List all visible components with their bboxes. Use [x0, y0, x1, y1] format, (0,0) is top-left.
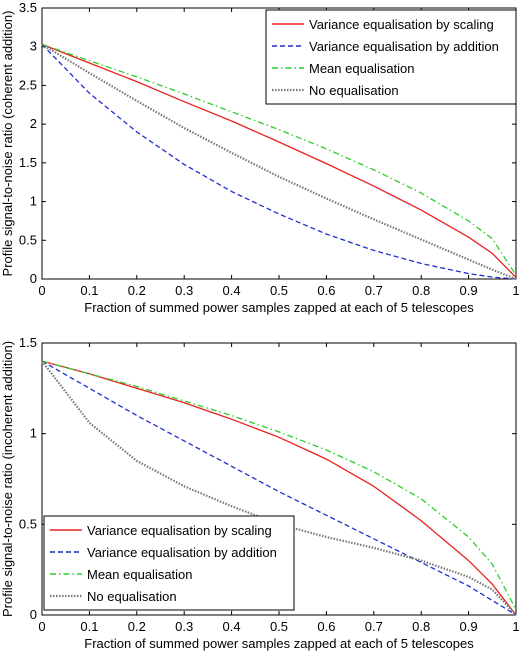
x-tick-label: 0.9: [460, 619, 478, 634]
legend: Variance equalisation by scaling Variance…: [43, 515, 295, 611]
y-tick-label: 0: [30, 607, 37, 622]
x-tick-label: 0.5: [270, 283, 288, 298]
x-tick-label: 0.5: [270, 619, 288, 634]
legend-label: Mean equalisation: [309, 61, 415, 76]
x-tick-label: 0.2: [128, 283, 146, 298]
y-tick-label: 1.5: [19, 335, 37, 350]
x-tick-label: 0.3: [175, 619, 193, 634]
series-line-1: [41, 360, 517, 616]
x-tick-label: 0.6: [317, 619, 335, 634]
x-tick-label: 0.4: [223, 283, 241, 298]
x-tick-label: 0.7: [365, 619, 383, 634]
x-tick-label: 0.1: [80, 283, 98, 298]
y-tick-label: 1: [30, 426, 37, 441]
series-line-1: [41, 43, 517, 278]
legend-label: Mean equalisation: [87, 567, 193, 582]
y-tick-label: 2.5: [19, 77, 37, 92]
x-tick-label: 0.8: [412, 619, 430, 634]
x-axis-label: Fraction of summed power samples zapped …: [84, 636, 474, 651]
x-tick-label: 0.3: [175, 283, 193, 298]
series-line-3: [41, 360, 517, 610]
legend-label: Variance equalisation by scaling: [309, 17, 494, 32]
x-tick-label: 0.7: [365, 283, 383, 298]
x-tick-label: 0.4: [223, 619, 241, 634]
x-tick-label: 0: [38, 619, 45, 634]
legend-label: No equalisation: [309, 83, 399, 98]
x-tick-label: 1: [512, 283, 519, 298]
chart-1: 0 0.1 0.2 0.3 0.4 0.5 0.6 0.7 0.8 0.9 1 0 0.5 1 1.5 2 2.…: [0, 0, 520, 315]
series-line-2: [41, 43, 517, 280]
legend-label: Variance equalisation by addition: [309, 39, 499, 54]
x-axis-label: Fraction of summed power samples zapped …: [84, 300, 474, 315]
x-tick-label: 0.2: [128, 619, 146, 634]
x-tick-label: 0.9: [460, 283, 478, 298]
legend: Variance equalisation by scaling Variance…: [265, 9, 517, 105]
y-tick-label: 2: [30, 116, 37, 131]
x-tick-label: 0.6: [317, 283, 335, 298]
y-axis-label: Profile signal-to-noise ratio (incoheren…: [0, 341, 15, 617]
legend-box: [43, 515, 295, 611]
series-line-2: [41, 360, 517, 616]
y-tick-label: 1: [30, 194, 37, 209]
x-tick-label: 0.8: [412, 283, 430, 298]
y-tick-label: 0.5: [19, 232, 37, 247]
y-tick-label: 0: [30, 271, 37, 286]
legend-label: No equalisation: [87, 589, 177, 604]
x-tick-label: 1: [512, 619, 519, 634]
y-tick-label: 0.5: [19, 516, 37, 531]
y-tick-label: 3: [30, 39, 37, 54]
x-tick-label: 0: [38, 283, 45, 298]
legend-box: [265, 9, 517, 105]
y-tick-label: 1.5: [19, 155, 37, 170]
y-tick-label: 3.5: [19, 0, 37, 15]
y-axis-label: Profile signal-to-noise ratio (coherent …: [0, 11, 15, 277]
legend-label: Variance equalisation by addition: [87, 545, 277, 560]
series-line-4: [41, 360, 517, 616]
chart-2: 0 0.1 0.2 0.3 0.4 0.5 0.6 0.7 0.8 0.9 1 0 0.5 1 1.5 Fra…: [0, 335, 520, 651]
legend-label: Variance equalisation by scaling: [87, 523, 272, 538]
series-line-4: [41, 43, 517, 281]
x-tick-label: 0.1: [80, 619, 98, 634]
